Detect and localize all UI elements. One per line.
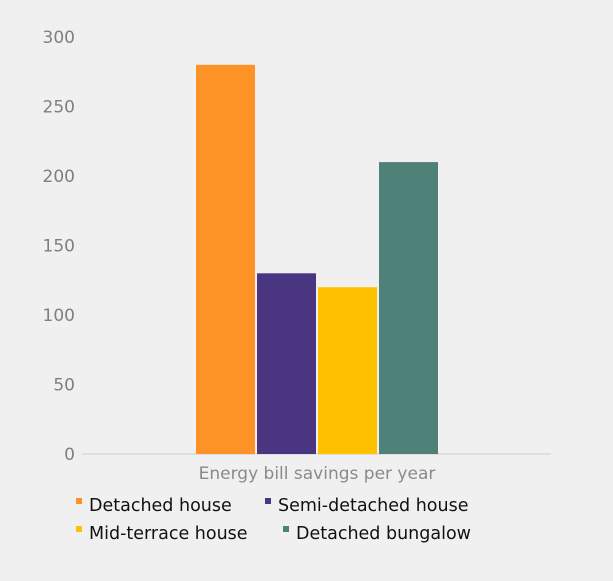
legend-swatch [265,498,271,504]
legend-label: Semi-detached house [278,496,468,516]
y-tick-label: 250 [43,98,75,118]
y-tick-label: 50 [53,376,75,396]
y-tick-label: 100 [43,306,75,326]
legend: Detached house Semi-detached house Mid-ter… [76,496,471,544]
y-tick-label: 150 [43,237,75,257]
legend-swatch [76,498,82,504]
category-label: Energy bill savings per year [199,464,436,484]
legend-label: Detached bungalow [296,524,471,544]
bar-detached-house [196,64,255,455]
legend-swatch [283,526,289,532]
legend-label: Mid-terrace house [89,524,248,544]
y-axis: 0 50 100 150 200 250 300 [43,28,75,465]
bar-mid-terrace-house [318,287,377,454]
bar-detached-bungalow [379,162,438,454]
y-tick-label: 0 [64,445,75,465]
legend-label: Detached house [89,496,232,516]
bars [196,64,438,455]
y-tick-label: 200 [43,167,75,187]
y-tick-label: 300 [43,28,75,48]
legend-swatch [76,526,82,532]
bar-semi-detached-house [257,273,316,454]
